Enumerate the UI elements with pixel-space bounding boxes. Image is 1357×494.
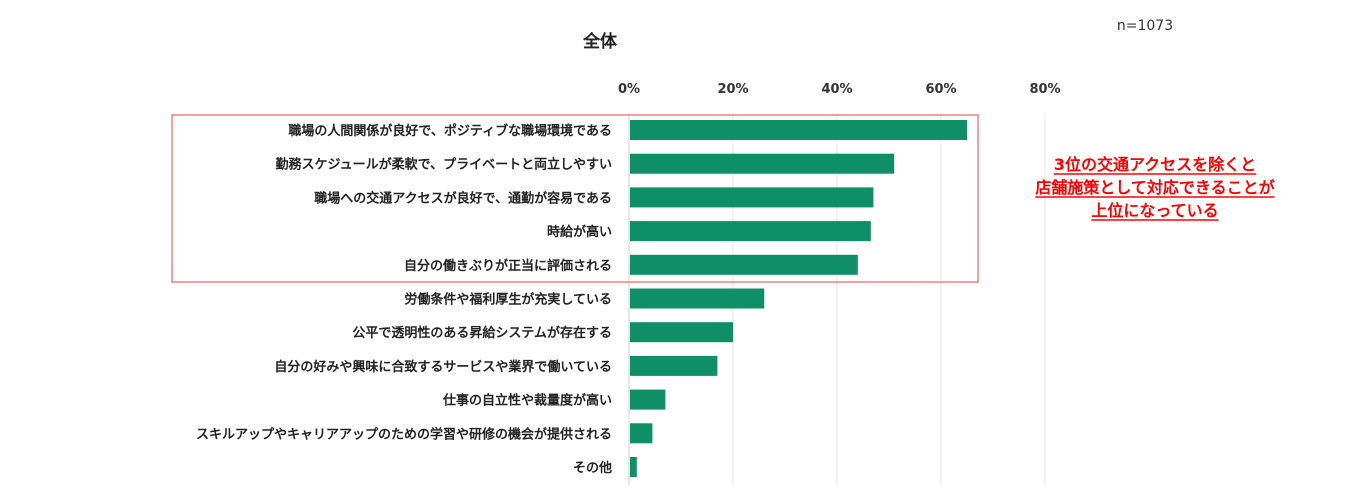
- bar: [630, 322, 733, 343]
- category-label: 時給が高い: [547, 224, 612, 240]
- category-label: 自分の好みや興味に合致するサービスや業界で働いている: [274, 359, 612, 375]
- x-axis-ticks: 0% 20% 40% 60% 80%: [618, 82, 1061, 97]
- x-tick-label: 80%: [1029, 82, 1060, 97]
- x-tick-label: 60%: [925, 82, 956, 97]
- category-label: その他: [573, 460, 612, 476]
- bars: [630, 120, 967, 477]
- category-label: 公平で透明性のある昇給システムが存在する: [352, 325, 612, 341]
- bar: [630, 423, 653, 444]
- sample-size-label: n=1073: [1117, 18, 1173, 34]
- category-label: 労働条件や福利厚生が充実している: [404, 292, 612, 308]
- category-labels: 職場の人間関係が良好で、ポジティブな職場環境である勤務スケジュールが柔軟で、プラ…: [196, 123, 612, 476]
- bar: [630, 355, 718, 376]
- bar: [630, 288, 765, 309]
- annotation-line: 3位の交通アクセスを除くと: [1054, 155, 1256, 174]
- annotation-line: 上位になっている: [1091, 201, 1218, 220]
- bar: [630, 187, 874, 208]
- bar: [630, 457, 637, 477]
- category-label: 職場への交通アクセスが良好で、通勤が容易である: [314, 190, 612, 206]
- category-label: 仕事の自立性や裁量度が高い: [442, 393, 612, 409]
- category-label: 勤務スケジュールが柔軟で、プライベートと両立しやすい: [276, 157, 612, 173]
- annotation-line: 店舗施策として対応できることが: [1035, 178, 1274, 197]
- x-tick-label: 40%: [821, 82, 852, 97]
- chart-title: 全体: [582, 31, 618, 52]
- category-label: スキルアップやキャリアアップのための学習や研修の機会が提供される: [196, 426, 612, 442]
- highlight-box: [171, 114, 979, 283]
- bar: [630, 254, 858, 275]
- bar: [630, 221, 871, 242]
- grid-lines: [628, 113, 1046, 485]
- bar: [630, 389, 666, 410]
- x-tick-label: 0%: [618, 82, 640, 97]
- bar: [630, 120, 967, 140]
- x-tick-label: 20%: [717, 82, 748, 97]
- bar: [630, 153, 895, 174]
- category-label: 職場の人間関係が良好で、ポジティブな職場環境である: [288, 123, 612, 139]
- category-label: 自分の働きぶりが正当に評価される: [404, 258, 612, 274]
